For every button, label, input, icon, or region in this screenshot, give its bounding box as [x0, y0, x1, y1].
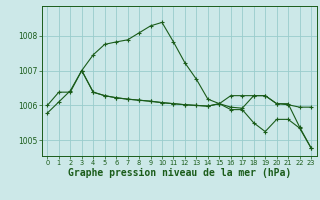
X-axis label: Graphe pression niveau de la mer (hPa): Graphe pression niveau de la mer (hPa) [68, 168, 291, 178]
